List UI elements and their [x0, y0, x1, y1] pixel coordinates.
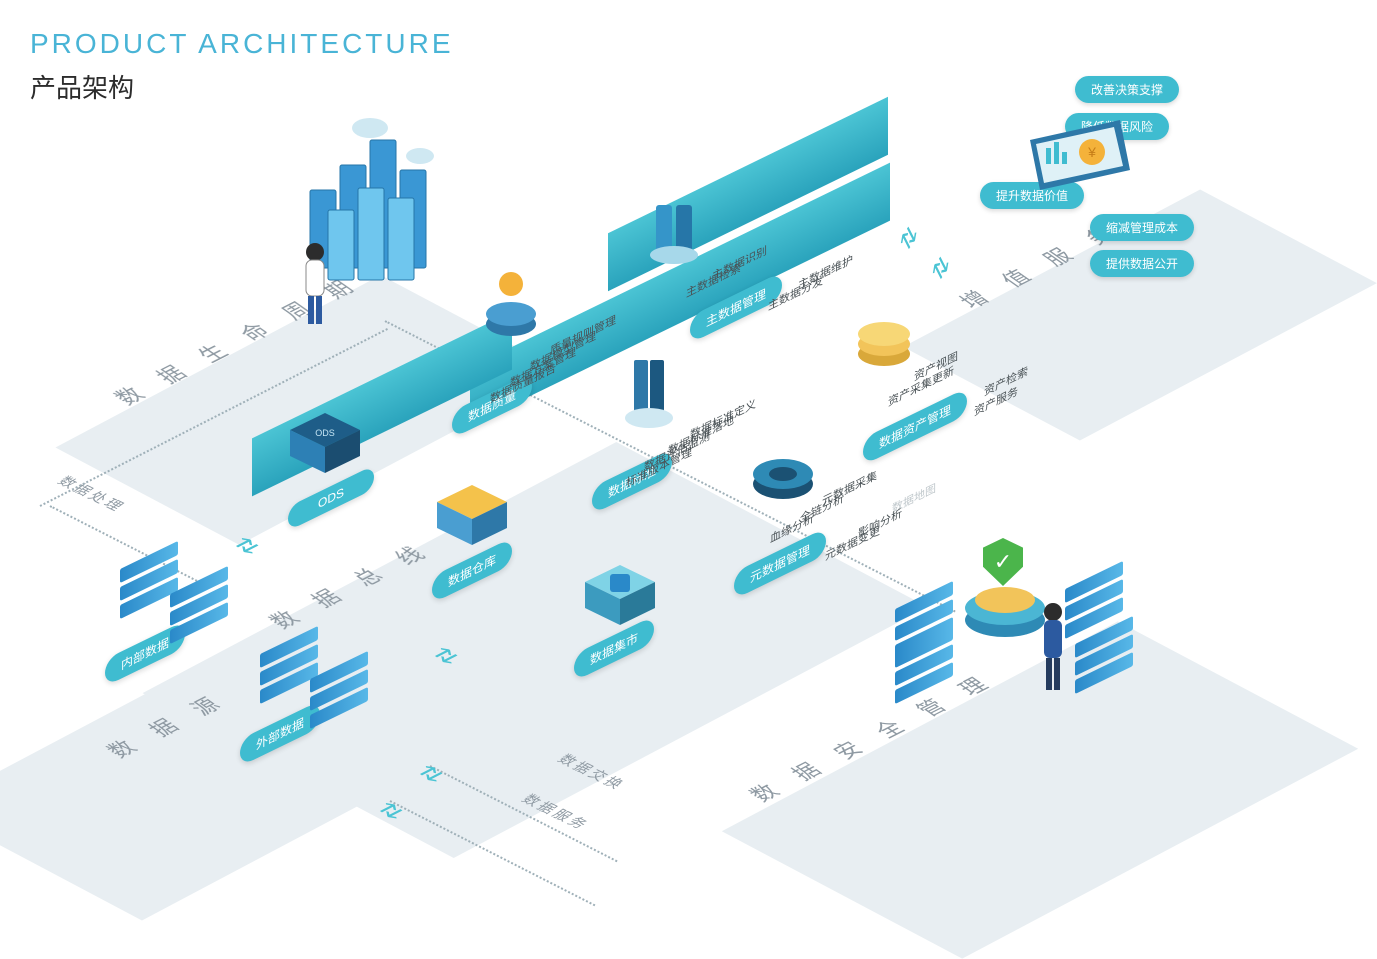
svg-text:ODS: ODS — [315, 428, 335, 438]
arrow-icon-6: ⇄ — [927, 245, 955, 289]
pill-asset: 数据资产管理 — [863, 388, 967, 466]
arrow-icon-1: ⇄ — [225, 531, 269, 559]
server-sec-2 — [895, 640, 941, 690]
page-title-en: PRODUCT ARCHITECTURE — [30, 28, 454, 60]
server-icon-a2 — [170, 580, 230, 630]
svg-text:¥: ¥ — [1087, 144, 1096, 160]
arrow-icon-5: ⇄ — [895, 215, 923, 259]
pill-va-decision: 改善决策支撑 — [1075, 76, 1179, 103]
dashboard-icon: ¥ — [1000, 120, 1140, 210]
pill-va-open: 提供数据公开 — [1090, 250, 1194, 277]
page-title-cn: 产品架构 — [30, 68, 134, 105]
standard-icon — [620, 352, 678, 430]
quality-icon — [482, 268, 540, 348]
metadata-icon — [748, 440, 818, 505]
server-sec-4 — [1075, 630, 1121, 680]
ods-icon: ODS — [285, 408, 365, 478]
pill-va-cost: 缩减管理成本 — [1090, 214, 1194, 241]
asset-icon — [852, 308, 916, 372]
mart-icon — [580, 560, 660, 630]
warehouse-icon — [432, 480, 512, 550]
person-icon-1 — [290, 240, 340, 330]
person-icon-2 — [1030, 600, 1076, 700]
server-icon-b2 — [310, 665, 370, 715]
master-icon — [644, 195, 704, 265]
